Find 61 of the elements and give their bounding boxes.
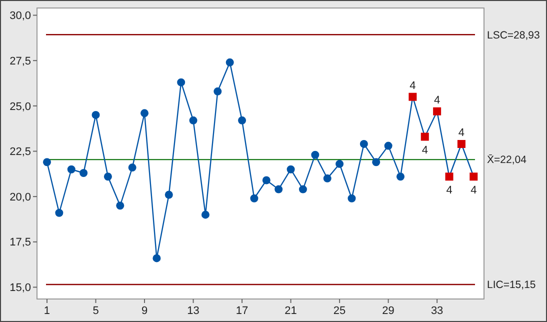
ref-line-label: LIC=15,15 [487,279,536,292]
x-tick-label: 33 [430,305,444,317]
y-tick-label: 20,0 [10,191,31,204]
x-tick-label: 13 [187,305,200,317]
point [42,158,51,166]
point [104,172,112,181]
y-tick-label: 22,5 [10,146,31,158]
point [396,172,404,181]
point [408,92,417,101]
point [238,116,246,124]
annotation: 4 [446,184,452,197]
y-tick-label: 27,5 [10,55,31,68]
annotation: 4 [458,126,465,139]
point [164,190,173,199]
annotation: 4 [434,94,440,106]
point [360,140,368,148]
x-tick-label: 5 [92,305,99,317]
y-tick-label: 15,0 [10,282,31,294]
point [189,116,198,124]
point [384,142,392,150]
point [445,172,454,181]
x-tick-label: 21 [284,305,297,317]
annotation: 4 [422,144,428,157]
x-tick-label: 17 [236,305,248,317]
x-tick-label: 9 [141,305,148,317]
point [116,202,124,210]
point [214,87,222,96]
point [274,185,283,194]
point [323,174,332,182]
point [348,194,356,202]
y-tick-label: 25,0 [10,100,31,113]
point [250,194,258,202]
point [140,109,149,118]
point [433,107,442,116]
x-tick-label: 1 [44,305,50,317]
point [372,158,380,166]
point [152,254,161,262]
point [92,110,100,119]
y-tick-label: 17,5 [10,236,31,249]
point [470,172,478,181]
point [286,165,295,174]
annotation: 4 [410,80,416,92]
point [262,176,270,184]
point [177,78,186,86]
point [336,160,344,168]
point [55,208,64,217]
point [201,210,210,219]
point [226,58,234,66]
ref-line-label: X̄=22,04 [487,154,527,166]
ref-line-label: LSC=28,93 [487,29,540,42]
point [67,165,76,174]
point [457,140,466,148]
point [311,150,320,159]
x-tick-label: 29 [382,305,394,317]
point [420,132,429,141]
x-tick-label: 25 [333,305,346,317]
annotation: 4 [470,184,477,197]
point [298,185,307,194]
point [128,164,136,172]
point [80,168,88,177]
y-tick-label: 30,0 [10,10,31,22]
